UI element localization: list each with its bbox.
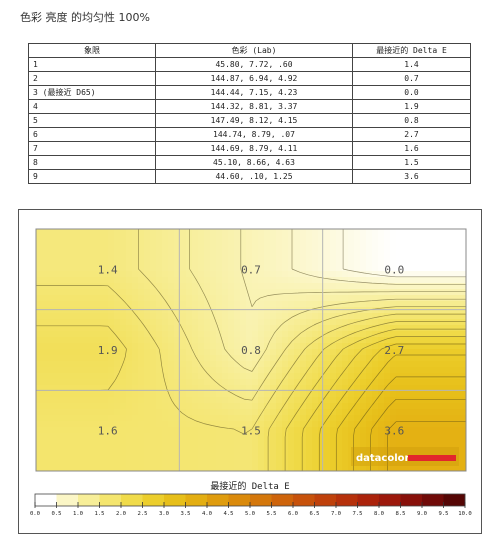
plot-border	[35, 228, 467, 472]
contour-line	[284, 328, 466, 471]
heatmap-cell-label: 1.9	[98, 344, 118, 357]
colorbar-tick-label: 2.5	[137, 511, 147, 517]
contour-line	[291, 229, 466, 285]
colorbar-tick-label: 1.5	[94, 511, 104, 517]
contour-line	[342, 229, 466, 278]
colorbar-segment	[443, 494, 466, 506]
datacolor-logo: datacolor	[351, 447, 459, 466]
colorbar-segment	[121, 494, 143, 506]
colorbar-tick-label: 4.0	[202, 511, 212, 517]
colorbar-tick-label: 0.5	[51, 511, 61, 517]
colorbar-segment	[99, 494, 122, 506]
colorbar-tick-label: 5.0	[245, 511, 255, 517]
contour-line	[353, 376, 466, 471]
colorbar-tick-label: 7.5	[352, 511, 362, 517]
contour-line	[387, 421, 466, 471]
colorbar-segment	[207, 494, 229, 506]
heatmap-cell-label: 2.7	[384, 344, 404, 357]
colorbar-segment	[314, 494, 337, 506]
colorbar-tick-label: 8.0	[374, 511, 384, 517]
table-row: 3 (最接近 D65) 144.44, 7.15, 4.23 0.0	[28, 85, 471, 100]
heatmap-cell-label: 0.0	[384, 263, 404, 276]
table-row: 8 45.10, 8.66, 4.63 1.5	[28, 155, 471, 170]
heatmap-cell-label: 3.6	[384, 425, 404, 438]
colorbar-segment	[293, 494, 315, 506]
contour-line	[189, 229, 466, 372]
colorbar-tick-label: 1.0	[73, 511, 83, 517]
colorbar-segment	[422, 494, 444, 506]
table-row: 6 144.74, 8.79, .07 2.7	[28, 127, 471, 142]
colorbar-segment	[228, 494, 251, 506]
colorbar-tick-label: 9.0	[417, 511, 427, 517]
colorbar-tick-label: 9.5	[438, 511, 448, 517]
colorbar-segment	[400, 494, 423, 506]
table-row: 5 147.49, 8.12, 4.15 0.8	[28, 113, 471, 128]
colorbar-tick-label: 6.5	[309, 511, 319, 517]
datacolor-watermark: datacolor	[356, 453, 410, 464]
colorbar-segment	[164, 494, 186, 506]
colorbar-segment	[336, 494, 358, 506]
colorbar-segment	[357, 494, 380, 506]
colorbar: 0.0 0.5 1.0 1.5 2.0 2.5 3.0 3.5 4.0 4.5 5.0 5.5 6.0 6…	[30, 493, 472, 517]
colorbar-tick-label: 3.5	[180, 511, 190, 517]
colorbar-tick-label: 6.0	[288, 511, 298, 517]
heatmap-cell-label: 1.6	[98, 425, 118, 438]
colorbar-tick-label: 2.0	[116, 511, 126, 517]
colorbar-segment	[250, 494, 272, 506]
contour-line	[240, 229, 466, 307]
colorbar-tick-label: 3.0	[159, 511, 169, 517]
colorbar-tick-label: 5.5	[266, 511, 276, 517]
colorbar-segment	[379, 494, 401, 506]
contour-line	[335, 354, 466, 471]
table-row: 2 144.87, 6.94, 4.92 0.7	[28, 71, 471, 86]
colorbar-segment	[56, 494, 79, 506]
heatmap-cell-label: 0.7	[241, 263, 261, 276]
colorbar-segment	[35, 494, 57, 506]
page-title: 色彩 亮度 的均匀性 100%	[20, 11, 150, 24]
colorbar-segment	[142, 494, 165, 506]
contour-line	[301, 336, 466, 471]
colorbar-tick-label: 10.0	[458, 511, 471, 517]
heatmap-cell-label: 1.5	[241, 425, 261, 438]
colorbar-tick-label: 4.5	[223, 511, 233, 517]
heatmap-cell-label: 0.8	[241, 344, 261, 357]
colorbar-tick-label: 0.0	[30, 511, 40, 517]
heatmap-plot	[36, 229, 466, 471]
cell-delta-e: 3.6	[352, 169, 471, 184]
colorbar-segment	[78, 494, 100, 506]
datacolor-red-bar	[408, 455, 456, 461]
uniformity-table: 象限 色彩 (Lab) 最接近的 Delta E 1 45.80, 7.72, .…	[28, 43, 471, 184]
table-row: 9 44.60, .10, 1.25 3.6	[28, 169, 471, 184]
contour-line	[370, 398, 466, 471]
colorbar-tick-label: 8.5	[395, 511, 405, 517]
x-axis-label: 最接近的 Delta E	[210, 480, 289, 492]
contour-line	[36, 285, 466, 435]
table-header-row: 象限 色彩 (Lab) 最接近的 Delta E	[28, 43, 471, 58]
colorbar-segment	[271, 494, 294, 506]
colorbar-tick-label: 7.0	[331, 511, 341, 517]
heatmap-cell-label: 1.4	[98, 263, 118, 276]
colorbar-segment	[185, 494, 208, 506]
